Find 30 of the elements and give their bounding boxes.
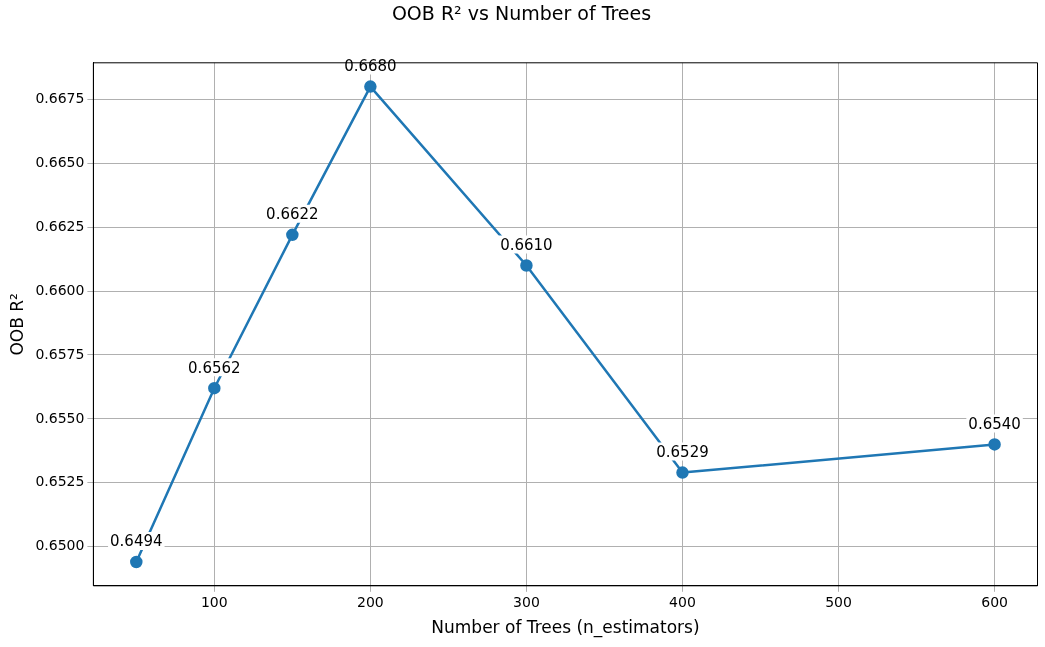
point: [286, 228, 299, 242]
x-tick-label: 600: [981, 593, 1008, 610]
data-label: 0.6529: [656, 442, 709, 461]
y-tick-label: 0.6575: [35, 345, 85, 362]
x-tick-label: 300: [513, 593, 540, 610]
point: [988, 438, 1001, 451]
data-label: 0.6622: [266, 205, 319, 224]
data-label: 0.6610: [500, 235, 553, 254]
y-tick-label: 0.6625: [35, 217, 85, 234]
point: [676, 466, 689, 479]
y-tick-label: 0.6525: [35, 473, 85, 490]
y-tick-label: 0.6650: [35, 153, 85, 170]
data-label: 0.6540: [968, 414, 1021, 433]
x-tick-label: 200: [357, 593, 384, 610]
data-label: 0.6562: [188, 358, 241, 377]
x-tick-label: 100: [200, 593, 228, 610]
point: [208, 381, 221, 395]
x-axis-title: Number of Trees (n_estimators): [431, 617, 700, 639]
data-label: 0.6494: [110, 532, 163, 551]
x-tick-label: 400: [669, 593, 696, 610]
point: [364, 80, 377, 93]
point: [520, 259, 533, 272]
y-axis-title: OOB R²: [6, 293, 27, 356]
point: [130, 555, 143, 569]
y-tick-label: 0.6600: [35, 281, 85, 298]
chart-title: OOB R² vs Number of Trees: [391, 2, 652, 25]
x-tick-label: 500: [825, 593, 852, 610]
y-tick-label: 0.6500: [35, 537, 85, 554]
y-tick-label: 0.6550: [35, 409, 85, 426]
y-tick-label: 0.6675: [35, 89, 85, 106]
